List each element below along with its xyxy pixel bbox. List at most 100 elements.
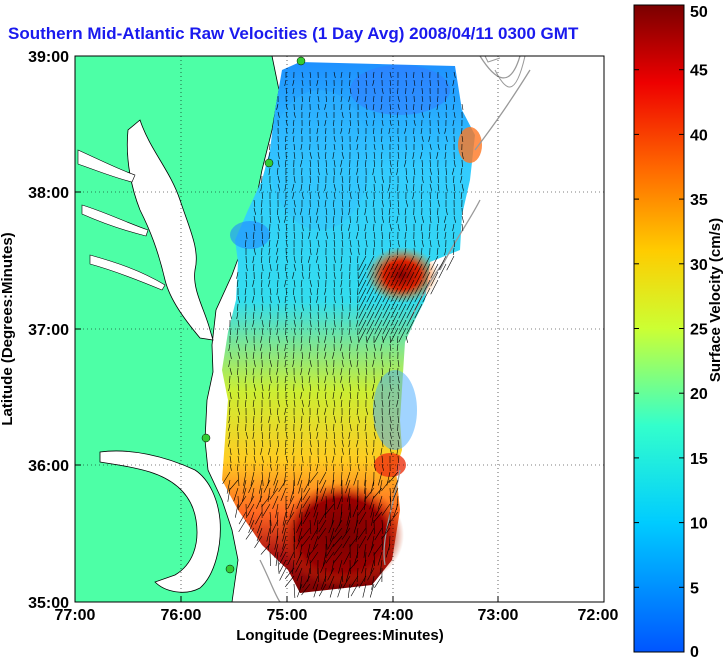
velocity-vector <box>309 87 312 94</box>
velocity-vector <box>324 143 327 150</box>
velocity-vector <box>438 263 447 279</box>
velocity-vector <box>366 279 375 295</box>
velocity-vector <box>325 135 327 143</box>
velocity-vector <box>284 343 287 351</box>
velocity-vector <box>389 487 392 503</box>
velocity-vector <box>316 207 319 215</box>
velocity-vector <box>229 407 231 416</box>
velocity-vector <box>341 151 344 159</box>
velocity-vector <box>420 79 423 86</box>
velocity-vector <box>276 327 279 335</box>
velocity-vector <box>405 95 407 103</box>
velocity-vector <box>293 175 296 183</box>
velocity-vector <box>375 503 383 517</box>
velocity-vector <box>338 559 343 574</box>
velocity-vector <box>389 71 392 78</box>
velocity-vector <box>324 567 327 583</box>
velocity-vector <box>356 455 359 464</box>
velocity-vector <box>285 223 288 231</box>
velocity-vector <box>358 311 367 327</box>
velocity-vector <box>373 423 376 431</box>
velocity-vector <box>356 311 359 319</box>
velocity-vector <box>277 415 280 423</box>
velocity-vector <box>390 287 399 303</box>
velocity-vector <box>461 183 464 191</box>
velocity-vector <box>228 415 231 423</box>
velocity-vector <box>378 471 383 486</box>
velocity-vector <box>327 567 335 581</box>
velocity-vector <box>374 575 383 588</box>
chesapeake-bay <box>126 119 214 341</box>
velocity-vector <box>269 487 279 500</box>
velocity-vector <box>398 327 407 343</box>
velocity-vector <box>397 119 400 126</box>
velocity-vector <box>357 423 359 432</box>
velocity-vector <box>293 319 296 327</box>
velocity-vector <box>237 351 240 359</box>
velocity-vector <box>421 183 423 192</box>
velocity-vector <box>388 127 391 134</box>
velocity-vector <box>277 111 280 118</box>
velocity-vector <box>237 447 240 455</box>
velocity-vector <box>370 503 375 518</box>
velocity-vector <box>306 551 311 566</box>
velocity-vector <box>366 327 375 343</box>
velocity-vector <box>398 287 407 303</box>
velocity-vector <box>364 231 367 239</box>
velocity-vector <box>453 71 456 78</box>
velocity-vector <box>414 279 423 295</box>
velocity-vector <box>341 359 344 367</box>
y-tick-label: 35:00 <box>28 595 69 612</box>
velocity-vector <box>252 279 255 287</box>
velocity-vector <box>396 215 399 223</box>
velocity-vector <box>438 255 447 271</box>
velocity-vector <box>238 511 247 525</box>
velocity-vector <box>279 551 287 565</box>
velocity-vector <box>228 359 231 367</box>
velocity-vector <box>430 255 439 271</box>
velocity-vector <box>356 95 359 102</box>
velocity-vector <box>269 263 272 271</box>
velocity-vector <box>229 367 232 375</box>
velocity-vector <box>309 191 311 200</box>
velocity-vector <box>381 431 384 439</box>
velocity-vector <box>252 319 255 327</box>
y-tick-label: 37:00 <box>28 322 69 339</box>
velocity-vector <box>293 311 296 319</box>
velocity-vector <box>332 391 335 399</box>
velocity-vector <box>356 135 359 142</box>
velocity-vector <box>397 455 399 464</box>
velocity-vector <box>380 343 383 351</box>
velocity-vector <box>412 87 415 94</box>
velocity-vector <box>397 415 400 424</box>
velocity-vector <box>324 303 327 311</box>
velocity-vector <box>252 367 255 375</box>
velocity-vector <box>349 399 351 408</box>
velocity-vector <box>372 383 375 391</box>
velocity-vector <box>348 167 351 175</box>
velocity-vector <box>437 183 440 191</box>
velocity-vector <box>405 119 407 127</box>
velocity-vector <box>356 215 359 223</box>
velocity-vector <box>292 559 295 574</box>
velocity-vector <box>446 255 455 271</box>
grid-lines <box>75 56 604 602</box>
velocity-vector <box>316 351 319 359</box>
velocity-vector <box>349 111 351 119</box>
velocity-vector <box>349 191 352 199</box>
velocity-vector <box>382 279 391 295</box>
velocity-vector <box>405 71 408 78</box>
velocity-vector <box>316 479 319 495</box>
velocity-vector <box>420 151 423 159</box>
velocity-vector <box>301 303 304 311</box>
velocity-vector <box>315 487 319 502</box>
station-marker <box>201 433 211 443</box>
velocity-vector <box>285 367 288 375</box>
velocity-vector <box>261 391 264 399</box>
velocity-vector <box>349 255 352 264</box>
velocity-vector <box>316 215 319 223</box>
velocity-vector <box>348 95 351 102</box>
velocity-vector <box>365 71 367 79</box>
velocity-vector <box>381 503 391 516</box>
velocity-vector <box>301 447 303 456</box>
